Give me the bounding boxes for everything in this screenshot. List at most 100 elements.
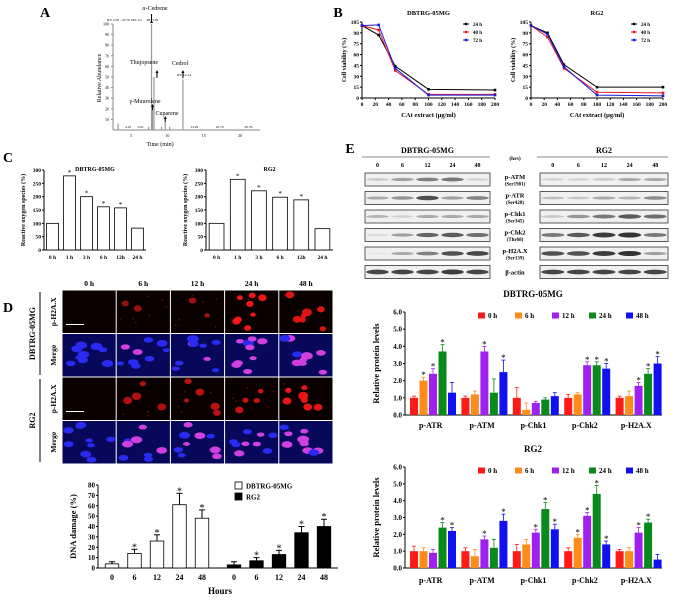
e-blot-band [618, 196, 642, 200]
nucleus [75, 424, 85, 429]
c2-bar [229, 178, 246, 251]
foci [282, 397, 292, 405]
nucleus [243, 368, 253, 375]
b2-ytick-label: 15 [523, 85, 529, 91]
b1-legend-label: 24 h [473, 23, 482, 28]
b2-legend-label: 48 h [641, 31, 650, 36]
nucleus [199, 343, 207, 348]
e2-significance-star: * [534, 522, 539, 532]
e-blot-site-label: (Ser345) [506, 220, 524, 225]
e1-bar [573, 394, 582, 415]
e2-ytick-label: 2.0 [393, 531, 402, 539]
e-blot-band [366, 269, 389, 275]
a-ytick-label: 50 [105, 75, 109, 80]
nucleus [247, 336, 257, 342]
nucleus [132, 349, 143, 355]
e-blot-band [643, 251, 667, 256]
c1-ytick-label: 150 [33, 208, 42, 214]
d-category-label: 6 [255, 573, 259, 582]
e-blot-band [466, 178, 489, 181]
e2-significance-star: * [553, 517, 558, 527]
d-significance-star: * [277, 543, 282, 554]
e-blot-band [391, 177, 414, 182]
b2-point [546, 35, 549, 39]
nucleus [233, 360, 243, 366]
e1-bar [489, 392, 498, 415]
b2-xtick-label: 0 [530, 102, 533, 108]
nucleus [63, 441, 74, 448]
foci [301, 385, 308, 391]
foci [180, 410, 183, 413]
foci [246, 300, 254, 307]
b1-legend-label: 72 h [473, 39, 482, 44]
e1-bar [438, 351, 447, 415]
b1-legend-marker [464, 38, 468, 42]
foci [183, 398, 190, 403]
e1-ytick-label: 2.0 [393, 377, 402, 385]
c1-category-label: 0 h [49, 255, 56, 261]
b1-ytick-label: 60 [354, 53, 360, 59]
d-legend-swatch [234, 492, 243, 501]
e2-bar [429, 552, 437, 568]
foci [131, 392, 142, 400]
e-blot-site-label: (Thr68) [507, 238, 524, 243]
b2-ytick-label: 60 [523, 53, 529, 59]
d-bar [316, 526, 332, 569]
e2-category-label: p-ATM [470, 576, 496, 585]
b2-legend-marker [632, 30, 636, 34]
a-ytick-label: 40 [105, 85, 109, 90]
e1-significance-star: * [482, 339, 487, 349]
a-rt-mark: 13.29 [190, 125, 198, 129]
b1-xtick-label: 160 [464, 102, 473, 108]
nucleus [211, 339, 221, 346]
nucleus [284, 431, 293, 437]
e-blot-timepoint: 6 [577, 163, 580, 169]
e2-category-label: p-ATR [419, 576, 443, 585]
a-peak-name: Cedrol [172, 61, 189, 67]
e2-significance-star: * [604, 534, 609, 544]
c1-title: DBTRG-05MG [75, 167, 115, 173]
foci [244, 325, 252, 331]
b2-xtick-label: 60 [568, 102, 574, 108]
a-rt-mark: 16.79 [216, 125, 224, 129]
b1-xtick-label: 100 [424, 102, 433, 108]
a-arrow-icon [151, 104, 155, 107]
e1-category-label: p-H2A.X [621, 421, 652, 430]
foci [283, 382, 285, 385]
e1-bar [653, 363, 662, 415]
foci [139, 381, 146, 387]
e1-bar [644, 373, 653, 415]
foci [285, 387, 292, 393]
e1-ytick-label: 4.0 [393, 343, 402, 351]
e2-legend-swatch [626, 467, 633, 474]
foci [235, 400, 237, 402]
b2-point [546, 33, 549, 36]
b2-xtick-label: 200 [659, 102, 668, 108]
d-ytick-label: 80 [88, 482, 96, 490]
foci [319, 326, 327, 332]
e1-legend-label: 48 h [636, 312, 649, 320]
c2-category-label: 3 h [255, 255, 262, 261]
b2-ytick-label: 0 [525, 96, 528, 102]
e2-bar [489, 547, 498, 568]
e-blot-cell-line: DBTRG-05MG [401, 146, 454, 155]
e-blot-timepoint: 48 [475, 163, 481, 169]
b2-xlabel: CAt extract (μg/ml) [570, 112, 625, 119]
d-timepoint-label: 24 h [245, 279, 259, 288]
b1-xtick-label: 0 [361, 102, 364, 108]
a-xtick-label: 15 [202, 133, 206, 138]
e1-legend-swatch [478, 312, 485, 319]
e1-bar [512, 397, 521, 415]
b1-xtick-label: 20 [373, 102, 379, 108]
foci [133, 305, 142, 312]
e1-significance-star: * [421, 370, 426, 380]
b1-ytick-label: 30 [354, 74, 360, 80]
c2-bar [293, 199, 310, 251]
b1-xtick-label: 40 [386, 102, 392, 108]
d-bar [271, 554, 287, 569]
e2-legend-label: 6 h [525, 467, 534, 475]
e-blot-band [541, 178, 565, 181]
d-category-label: 0 [232, 573, 236, 582]
p-h2ax-image [62, 377, 116, 420]
e1-bar [522, 409, 531, 415]
